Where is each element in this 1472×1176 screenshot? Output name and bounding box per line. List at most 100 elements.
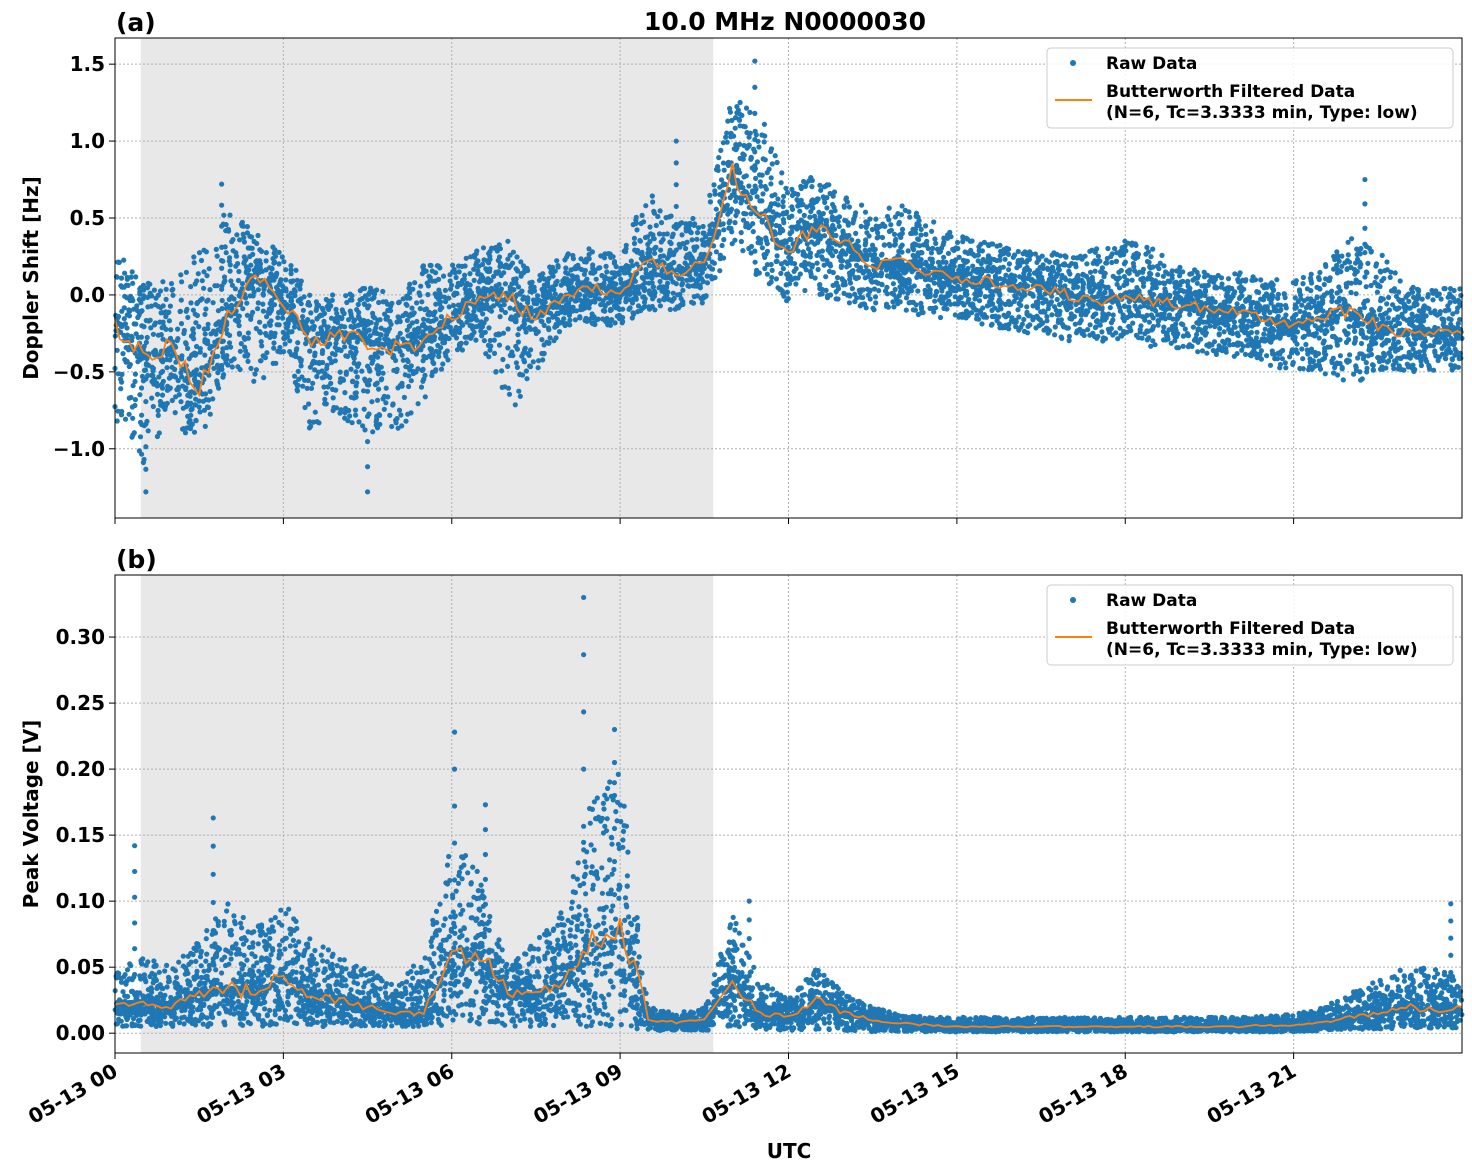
raw-data-point bbox=[360, 423, 365, 428]
raw-data-point bbox=[188, 284, 193, 289]
raw-data-point bbox=[839, 235, 844, 240]
raw-data-point bbox=[873, 256, 878, 261]
raw-data-point bbox=[516, 339, 521, 344]
raw-data-point bbox=[152, 288, 157, 293]
raw-data-point bbox=[647, 247, 652, 252]
raw-data-point bbox=[468, 323, 473, 328]
raw-data-point bbox=[1018, 303, 1023, 308]
raw-data-point bbox=[368, 333, 373, 338]
raw-data-point bbox=[753, 260, 758, 265]
raw-data-point bbox=[130, 298, 135, 303]
raw-data-point bbox=[208, 389, 213, 394]
raw-data-point bbox=[273, 254, 278, 259]
raw-data-point bbox=[1049, 273, 1054, 278]
raw-data-point bbox=[465, 295, 470, 300]
raw-data-point bbox=[124, 295, 129, 300]
raw-data-point bbox=[716, 155, 721, 160]
raw-data-point bbox=[714, 207, 719, 212]
raw-data-point bbox=[957, 287, 962, 292]
raw-data-point bbox=[530, 280, 535, 285]
raw-data-point bbox=[546, 341, 551, 346]
raw-data-point bbox=[795, 192, 800, 197]
raw-data-point bbox=[726, 162, 731, 167]
raw-data-point bbox=[829, 210, 834, 215]
raw-data-point bbox=[743, 124, 748, 129]
raw-data-point bbox=[267, 265, 272, 270]
raw-data-point bbox=[749, 250, 754, 255]
raw-data-point bbox=[237, 331, 242, 336]
raw-data-point bbox=[245, 359, 250, 364]
raw-data-point bbox=[546, 325, 551, 330]
raw-data-point bbox=[495, 271, 500, 276]
raw-data-point bbox=[602, 309, 607, 314]
raw-data-point bbox=[496, 258, 501, 263]
raw-data-point bbox=[425, 312, 430, 317]
raw-data-point bbox=[738, 156, 743, 161]
raw-data-point bbox=[224, 222, 229, 227]
raw-data-point bbox=[205, 341, 210, 346]
raw-data-point bbox=[628, 305, 633, 310]
raw-data-point bbox=[168, 304, 173, 309]
raw-data-point bbox=[664, 285, 669, 290]
raw-data-point bbox=[943, 265, 948, 270]
raw-data-point bbox=[984, 315, 989, 320]
raw-data-point bbox=[740, 248, 745, 253]
raw-data-point bbox=[513, 317, 518, 322]
raw-data-point bbox=[989, 241, 994, 246]
raw-data-point bbox=[1062, 262, 1067, 267]
raw-data-point bbox=[418, 306, 423, 311]
raw-data-point bbox=[210, 396, 215, 401]
raw-data-point bbox=[375, 425, 380, 430]
raw-data-point bbox=[187, 356, 192, 361]
raw-data-point bbox=[295, 388, 300, 393]
raw-data-point bbox=[651, 285, 656, 290]
raw-data-point bbox=[891, 263, 896, 268]
raw-data-point bbox=[459, 280, 464, 285]
raw-data-point bbox=[885, 291, 890, 296]
raw-data-point bbox=[753, 176, 758, 181]
raw-data-point bbox=[1022, 329, 1027, 334]
raw-data-point bbox=[760, 218, 765, 223]
raw-data-point bbox=[227, 333, 232, 338]
raw-data-point bbox=[703, 294, 708, 299]
raw-data-point bbox=[940, 260, 945, 265]
raw-data-point bbox=[1011, 255, 1016, 260]
raw-data-point bbox=[1045, 266, 1050, 271]
raw-data-point bbox=[843, 282, 848, 287]
raw-data-point bbox=[191, 336, 196, 341]
raw-data-point bbox=[398, 412, 403, 417]
raw-data-point bbox=[191, 326, 196, 331]
raw-data-point bbox=[1060, 300, 1065, 305]
raw-data-point bbox=[1034, 260, 1039, 265]
raw-data-point bbox=[451, 303, 456, 308]
raw-data-point bbox=[681, 241, 686, 246]
raw-data-point bbox=[130, 335, 135, 340]
raw-data-point bbox=[899, 288, 904, 293]
raw-data-point bbox=[716, 231, 721, 236]
raw-data-point bbox=[764, 187, 769, 192]
raw-data-point bbox=[780, 199, 785, 204]
raw-data-point bbox=[248, 366, 253, 371]
raw-data-point bbox=[254, 367, 259, 372]
raw-data-point bbox=[403, 372, 408, 377]
raw-data-point bbox=[1012, 320, 1017, 325]
raw-data-point bbox=[733, 126, 738, 131]
raw-data-point bbox=[845, 293, 850, 298]
raw-data-point bbox=[178, 272, 183, 277]
raw-data-point bbox=[314, 374, 319, 379]
raw-data-point bbox=[689, 230, 694, 235]
raw-data-point bbox=[403, 419, 408, 424]
raw-data-point bbox=[374, 419, 379, 424]
raw-data-point bbox=[486, 354, 491, 359]
raw-data-point bbox=[313, 410, 318, 415]
raw-data-point bbox=[769, 193, 774, 198]
raw-data-point bbox=[186, 420, 191, 425]
raw-data-point bbox=[203, 391, 208, 396]
raw-data-point bbox=[632, 236, 637, 241]
raw-data-point bbox=[249, 313, 254, 318]
raw-data-point bbox=[137, 448, 142, 453]
raw-data-point bbox=[1016, 314, 1021, 319]
raw-data-point bbox=[320, 351, 325, 356]
raw-data-point bbox=[820, 248, 825, 253]
raw-data-point bbox=[1086, 302, 1091, 307]
